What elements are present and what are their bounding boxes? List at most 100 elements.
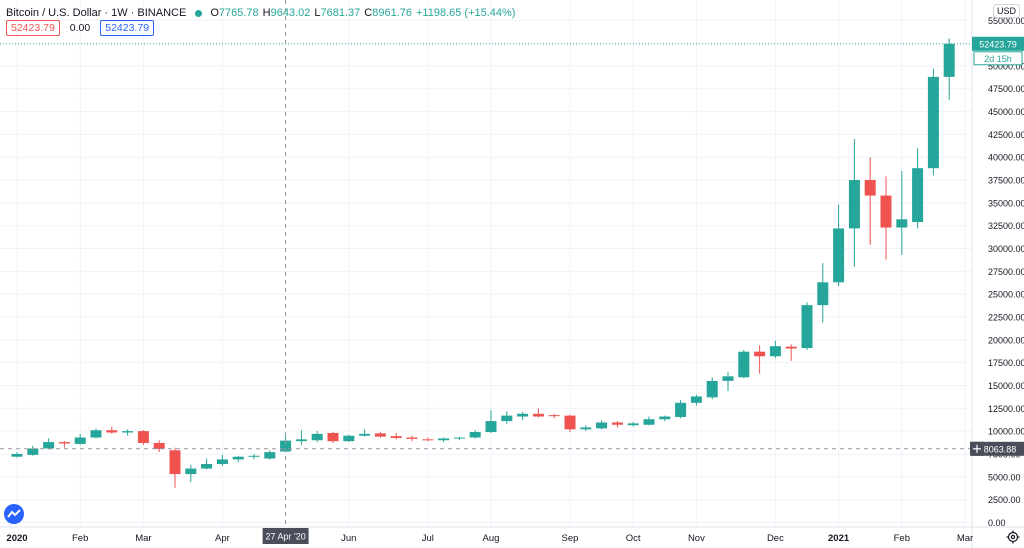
x-tick-label: Mar (957, 533, 973, 544)
candle-body (248, 455, 260, 457)
candle-body (501, 415, 513, 422)
y-tick-label: 32500.00 (988, 221, 1024, 231)
y-tick-label: 45000.00 (988, 107, 1024, 117)
candle-body (280, 440, 292, 452)
candle-body (169, 450, 181, 475)
candle-body (74, 437, 86, 444)
x-tick-label: 2021 (828, 533, 850, 544)
candle-body (864, 180, 876, 196)
candle-body (738, 351, 750, 378)
candle-body (706, 380, 718, 398)
x-tick-label: Dec (767, 533, 784, 544)
y-tick-label: 50000.00 (988, 61, 1024, 71)
candle-body (390, 436, 402, 438)
y-tick-label: 25000.00 (988, 290, 1024, 300)
legend: Bitcoin / U.S. Dollar · 1W · BINANCE O77… (6, 5, 515, 21)
y-tick-label: 55000.00 (988, 16, 1024, 26)
candle-body (848, 180, 860, 229)
candle-body (438, 438, 450, 441)
x-tick-label: Mar (135, 533, 151, 544)
legend-indicator-row: 52423.79 0.00 52423.79 (6, 20, 155, 36)
candle-body (659, 416, 671, 420)
candle-body (11, 453, 23, 457)
candle-body (896, 219, 908, 228)
candle-body (580, 427, 592, 430)
candle-body (295, 439, 307, 442)
candle-body (106, 430, 118, 433)
ohlc-open: O7765.78 (210, 7, 259, 19)
ask-pill[interactable]: 52423.79 (100, 20, 155, 36)
y-tick-label: 22500.00 (988, 313, 1024, 323)
candle-body (469, 432, 481, 438)
candle-body (548, 415, 560, 417)
candle-body (406, 437, 418, 439)
candle-body (801, 305, 813, 349)
countdown-label: 2d 15h (984, 54, 1012, 64)
candles (11, 38, 955, 488)
price-axis[interactable]: 0.002500.005000.007500.0010000.0012500.0… (971, 0, 1024, 548)
x-tick-label: Aug (483, 533, 500, 544)
currency-button[interactable]: USD (992, 4, 1020, 18)
axis-labels: 52423.79 2d 15h 27 Apr '20 8063.88 (262, 36, 1024, 544)
y-tick-label: 12500.00 (988, 404, 1024, 414)
candle-body (343, 435, 355, 442)
gear-icon[interactable] (1006, 530, 1020, 544)
tradingview-logo-icon[interactable] (4, 504, 24, 524)
candle-body (311, 433, 323, 441)
candle-body (90, 430, 102, 438)
last-price-label: 52423.79 (979, 39, 1017, 49)
x-tick-label: Feb (72, 533, 88, 544)
candle-body (232, 456, 244, 460)
candle-body (453, 437, 465, 439)
y-tick-label: 27500.00 (988, 267, 1024, 277)
y-tick-label: 35000.00 (988, 198, 1024, 208)
candle-body (122, 431, 134, 433)
y-tick-label: 17500.00 (988, 358, 1024, 368)
x-tick-label: Nov (688, 533, 705, 544)
countdown-tag (973, 51, 1023, 66)
candle-body (153, 443, 165, 449)
bid-pill[interactable]: 52423.79 (6, 20, 60, 36)
ohlc-low: L7681.37 (314, 7, 361, 19)
y-tick-label: 20000.00 (988, 335, 1024, 345)
crosshair (0, 0, 972, 527)
candle-body (833, 228, 845, 283)
candle-body (785, 346, 797, 349)
x-tick-label: Oct (626, 533, 641, 544)
candle-body (880, 195, 892, 228)
last-price-tag (972, 36, 1024, 51)
y-tick-label: 0.00 (988, 518, 1006, 528)
grid (0, 0, 972, 527)
crosshair-date-label: 27 Apr '20 (265, 532, 305, 542)
y-tick-label: 15000.00 (988, 381, 1024, 391)
candle-body (611, 422, 623, 425)
ohlc-change: +1198.65 (+15.44%) (415, 7, 516, 19)
candle-body (564, 415, 576, 430)
candle-body (927, 76, 939, 169)
candle-body (943, 43, 955, 77)
x-tick-label: Apr (215, 533, 230, 544)
crosshair-date-tag (262, 528, 309, 544)
x-tick-label: Feb (894, 533, 910, 544)
symbol-title[interactable]: Bitcoin / U.S. Dollar · 1W · BINANCE (6, 7, 187, 19)
y-tick-label: 10000.00 (988, 427, 1024, 437)
candle-body (643, 419, 655, 425)
crosshair-price-label: 8063.88 (984, 444, 1017, 454)
candle-body (912, 168, 924, 223)
ohlc-values: O7765.78 H9643.02 L7681.37 C8961.76 +119… (210, 7, 515, 19)
y-tick-label: 42500.00 (988, 130, 1024, 140)
y-tick-label: 47500.00 (988, 84, 1024, 94)
y-tick-label: 37500.00 (988, 176, 1024, 186)
ohlc-high: H9643.02 (262, 7, 311, 19)
x-tick-label: Jul (422, 533, 434, 544)
candle-body (374, 433, 386, 437)
candle-body (675, 402, 687, 417)
time-axis[interactable]: 2020 Feb Mar Apr Jun Jul Aug Sep Oct Nov Dec 2021 Fe… (0, 526, 1024, 544)
x-tick-label: Jun (341, 533, 356, 544)
candle-body (201, 464, 213, 469)
y-tick-label: 2500.00 (988, 495, 1021, 505)
candle-body (596, 422, 608, 429)
candle-body (754, 351, 766, 357)
candle-body (690, 396, 702, 403)
